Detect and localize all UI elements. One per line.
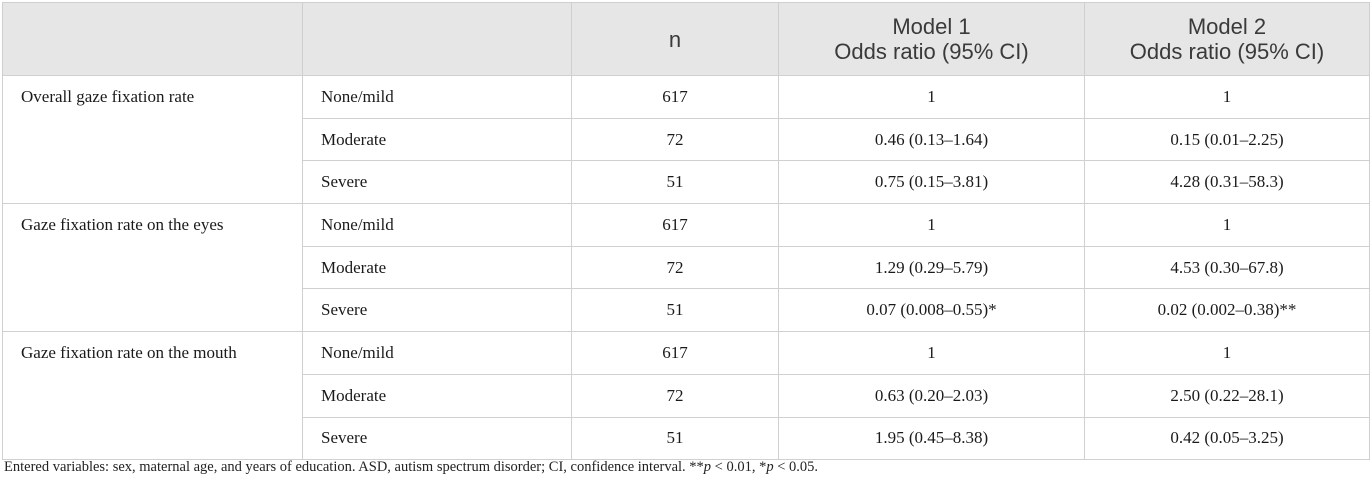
header-blank-1 [2, 2, 303, 76]
table-row: Moderate 72 0.63 (0.20–2.03) 2.50 (0.22–28.… [3, 373, 1370, 418]
model-2-cell: 0.15 (0.01–2.25) [1084, 117, 1370, 162]
model-1-cell: 0.07 (0.008–0.55)* [778, 288, 1085, 333]
model-1-cell: 1.29 (0.29–5.79) [778, 245, 1085, 290]
group-label: Gaze fixation rate on the mouth [2, 331, 303, 461]
header-blank-2 [302, 2, 572, 76]
category-cell: Severe [302, 288, 572, 333]
category-cell: None/mild [302, 75, 572, 119]
category-cell: Moderate [302, 373, 572, 418]
table-row: Severe 51 1.95 (0.45–8.38) 0.42 (0.05–3.25) [3, 416, 1370, 461]
model-1-cell: 1 [778, 75, 1085, 119]
model-1-cell: 1.95 (0.45–8.38) [778, 416, 1085, 461]
header-row: n Model 1 Odds ratio (95% CI) Model 2 Od… [2, 2, 1370, 76]
header-model-1: Model 1 Odds ratio (95% CI) [778, 2, 1085, 76]
group-label: Gaze fixation rate on the eyes [2, 203, 303, 333]
model-2-cell: 1 [1084, 331, 1370, 375]
table-row: Severe 51 0.75 (0.15–3.81) 4.28 (0.31–58.3) [3, 160, 1370, 205]
footnote-p-symbol-1: p [703, 459, 712, 475]
footnote-threshold-2: < 0.05. [773, 459, 819, 475]
group-label: Overall gaze fixation rate [2, 74, 303, 205]
n-cell: 51 [571, 416, 779, 461]
footnote-threshold-1: < 0.01, * [711, 459, 767, 475]
model-2-cell: 2.50 (0.22–28.1) [1084, 373, 1370, 418]
model-2-cell: 1 [1084, 75, 1370, 119]
odds-ratio-table: n Model 1 Odds ratio (95% CI) Model 2 Od… [2, 2, 1370, 461]
category-cell: Moderate [302, 245, 572, 290]
header-model-2-title: Model 2 [1187, 14, 1267, 39]
model-1-cell: 1 [778, 203, 1085, 247]
model-1-cell: 0.46 (0.13–1.64) [778, 117, 1085, 162]
table-footnote: Entered variables: sex, maternal age, an… [4, 459, 818, 476]
category-cell: None/mild [302, 331, 572, 375]
table-row: Moderate 72 0.46 (0.13–1.64) 0.15 (0.01–2.2… [3, 117, 1370, 162]
category-cell: Severe [302, 160, 572, 205]
n-cell: 617 [571, 75, 779, 119]
footnote-p-symbol-2: p [766, 459, 774, 475]
n-cell: 617 [571, 203, 779, 247]
n-cell: 51 [571, 160, 779, 205]
n-cell: 51 [571, 288, 779, 333]
footnote-text: Entered variables: sex, maternal age, an… [4, 459, 704, 475]
n-cell: 617 [571, 331, 779, 375]
n-cell: 72 [571, 117, 779, 162]
model-2-cell: 4.28 (0.31–58.3) [1084, 160, 1370, 205]
odds-ratio-table-container: n Model 1 Odds ratio (95% CI) Model 2 Od… [2, 2, 1370, 461]
header-model-1-title: Model 1 [892, 14, 971, 39]
table-row: Moderate 72 1.29 (0.29–5.79) 4.53 (0.30–67.… [3, 245, 1370, 290]
category-cell: Severe [302, 416, 572, 461]
n-cell: 72 [571, 245, 779, 290]
n-cell: 72 [571, 373, 779, 418]
model-2-cell: 0.42 (0.05–3.25) [1084, 416, 1370, 461]
table-row: Overall gaze fixation rate None/mild 617 1 1 [2, 74, 1370, 205]
header-model-1-subtitle: Odds ratio (95% CI) [834, 39, 1029, 64]
table-body: Overall gaze fixation rate None/mild 617 1 1… [2, 74, 1370, 461]
model-2-cell: 1 [1084, 203, 1370, 247]
model-2-cell: 0.02 (0.002–0.38)** [1084, 288, 1370, 333]
model-1-cell: 1 [778, 331, 1085, 375]
table-row: Gaze fixation rate on the mouth None/mild… [2, 331, 1370, 461]
table-header: n Model 1 Odds ratio (95% CI) Model 2 Od… [2, 2, 1370, 76]
category-cell: Moderate [302, 117, 572, 162]
model-1-cell: 0.75 (0.15–3.81) [778, 160, 1085, 205]
model-1-cell: 0.63 (0.20–2.03) [778, 373, 1085, 418]
header-n: n [571, 2, 779, 76]
header-model-2: Model 2 Odds ratio (95% CI) [1084, 2, 1370, 76]
model-2-cell: 4.53 (0.30–67.8) [1084, 245, 1370, 290]
category-cell: None/mild [302, 203, 572, 247]
table-row: Gaze fixation rate on the eyes None/mild 6… [2, 203, 1370, 333]
header-model-2-subtitle: Odds ratio (95% CI) [1129, 39, 1325, 64]
table-row: Severe 51 0.07 (0.008–0.55)* 0.02 (0.002–0.… [3, 288, 1370, 333]
